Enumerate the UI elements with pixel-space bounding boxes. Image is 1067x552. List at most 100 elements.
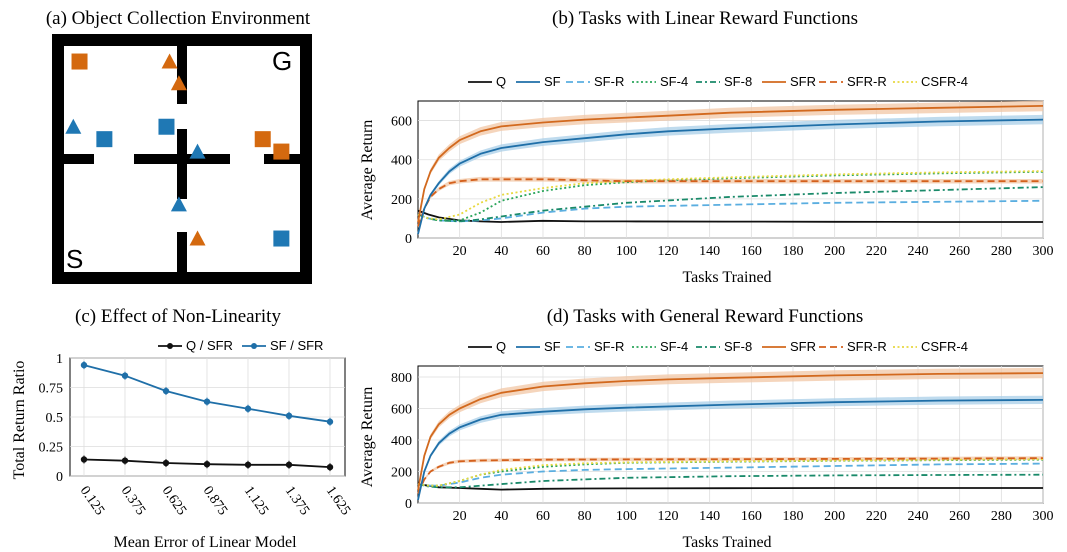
legend-label-csfr-4: CSFR-4 [921,339,968,354]
legend-label-sf-4: SF-4 [660,339,688,354]
legend-label-sf-r: SF-R [594,74,624,89]
point-sf-sfr-2 [162,387,170,395]
panel-b-legend: Q SF SF-R SF-4 SF-8 SFR SFR-R CSFR-4 [468,74,968,89]
x-tick-label-0: 0.125 [77,484,107,518]
x-tick-label-3: 0.875 [200,484,230,518]
legend-label-sf: SF [544,339,561,354]
y-tick-label-0: 0 [405,232,412,247]
orange-square-0 [71,53,88,70]
x-tick-label-260: 260 [949,509,970,524]
y-tick-label-600: 600 [391,115,412,130]
orange-triangle-1 [161,53,178,69]
panel-c-chart: 0.125 0.375 0.625 0.875 1.125 1.375 1.625 0 0.25… [39,352,354,518]
panel-c-title: (c) Effect of Non-Linearity [75,306,281,327]
start-label: S [66,244,83,274]
point-q-sfr-2 [162,459,170,467]
point-q-sfr-6 [326,463,334,471]
y-tick-label-1: 0.25 [39,441,64,456]
series-line-q [417,483,1043,491]
orange-triangle-10 [189,230,206,246]
series-line-sf-8 [417,186,1044,223]
legend-label-sf-r: SF-R [594,339,624,354]
series-line-q [417,209,1043,223]
x-tick-label-120: 120 [658,244,679,259]
legend-label-csfr-4: CSFR-4 [921,74,968,89]
point-sf-sfr-3 [203,398,211,405]
x-tick-label-140: 140 [699,509,720,524]
x-tick-label-140: 140 [699,244,720,259]
y-tick-label-4: 1 [56,352,63,367]
legend-marker-sf-sfr [251,343,257,349]
point-sf-sfr-1 [121,372,129,379]
panel-d-title: (d) Tasks with General Reward Functions [547,306,864,327]
x-tick-label-60: 60 [536,244,550,259]
x-tick-label-160: 160 [741,509,762,524]
panel-c-ylabel: Total Return Ratio [11,361,28,480]
legend-label-sfr: SFR [790,339,816,354]
panel-b-xlabel: Tasks Trained [682,269,771,286]
point-q-sfr-3 [203,461,211,468]
point-sf-sfr-6 [326,418,334,425]
series-line-sf-r [417,199,1044,223]
legend-marker-q-sfr [167,343,173,349]
panel-d-xlabel: Tasks Trained [682,534,771,551]
point-sf-sfr-4 [244,405,252,412]
legend-label-sfr-r: SFR-R [847,74,887,89]
panel-d-ylabel: Average Return [359,387,376,488]
x-tick-label-20: 20 [453,244,467,259]
series-line-csfr-4 [417,170,1044,221]
series-line-sf-r [417,462,1044,487]
wall-top [177,46,187,104]
x-tick-label-4: 1.125 [241,484,271,518]
blue-triangle-6 [189,143,206,159]
point-q-sfr-5 [285,461,293,468]
x-tick-label-60: 60 [536,509,550,524]
blue-triangle-9 [170,196,187,212]
environment-grid: GS [52,34,312,284]
wall-bottom [177,232,187,272]
panel-a-title: (a) Object Collection Environment [46,8,311,29]
legend-label-sf-8: SF-8 [724,339,752,354]
x-tick-label-240: 240 [908,509,929,524]
point-sf-sfr-0 [80,361,88,369]
x-tick-label-300: 300 [1033,509,1054,524]
legend-label-sf-4: SF-4 [660,74,688,89]
x-tick-label-20: 20 [453,509,467,524]
y-tick-label-3: 0.75 [39,382,64,397]
series-line-csfr-4 [417,458,1044,487]
x-tick-label-200: 200 [824,509,845,524]
blue-triangle-3 [65,118,82,134]
panel-d-chart: 20 40 60 80 100 120 140 160 180 200 220 240 260 280 30… [391,365,1054,524]
wall-left [64,154,94,164]
panel-d-legend: Q SF SF-R SF-4 SF-8 SFR SFR-R CSFR-4 [468,339,968,354]
orange-square-8 [273,143,290,160]
series-line-sf-4 [417,170,1044,222]
legend-label-q: Q [496,339,506,354]
x-tick-label-220: 220 [866,509,887,524]
y-tick-label-400: 400 [391,154,412,169]
x-tick-label-100: 100 [616,509,637,524]
goal-label: G [272,46,292,76]
x-tick-label-180: 180 [783,244,804,259]
x-tick-label-6: 1.625 [323,484,353,518]
x-tick-label-40: 40 [494,244,508,259]
orange-triangle-2 [170,75,187,91]
legend-label-sf: SF [544,74,561,89]
y-tick-label-600: 600 [391,403,412,418]
x-tick-label-5: 1.375 [282,484,312,518]
x-tick-label-200: 200 [824,244,845,259]
blue-square-5 [158,118,175,135]
blue-square-4 [96,131,113,148]
blue-square-11 [273,230,290,247]
x-tick-label-180: 180 [783,509,804,524]
y-tick-label-400: 400 [391,434,412,449]
x-tick-label-80: 80 [578,509,592,524]
legend-label-sf-8: SF-8 [724,74,752,89]
legend-label-sfr: SFR [790,74,816,89]
point-q-sfr-1 [121,457,129,464]
series-line-sfr [417,372,1044,491]
orange-square-7 [254,131,271,148]
legend-label-sf-sfr: SF / SFR [270,338,323,353]
x-tick-label-300: 300 [1033,244,1054,259]
